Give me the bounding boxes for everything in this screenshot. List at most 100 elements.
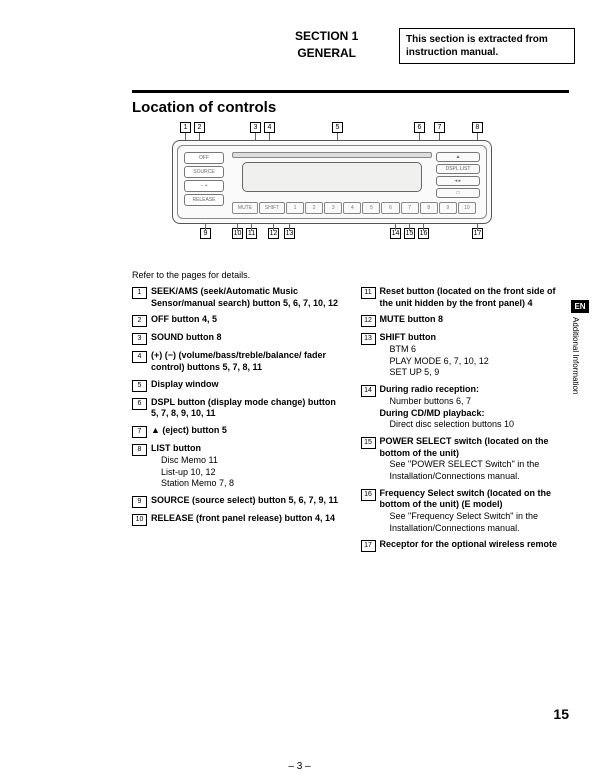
preset-button: 4 bbox=[343, 202, 361, 214]
item-number: 6 bbox=[132, 398, 147, 410]
item-number: 10 bbox=[132, 514, 147, 526]
list-item: 1 SEEK/AMS (seek/Automatic Music Sensor/m… bbox=[132, 286, 341, 309]
list-item: 14During radio reception:Number buttons … bbox=[361, 384, 570, 431]
content: Location of controls 12345678 OFFSOURCE−… bbox=[132, 90, 569, 557]
item-line: SHIFT button bbox=[380, 332, 570, 344]
preset-button: 9 bbox=[439, 202, 457, 214]
callout-3: 3 bbox=[250, 122, 261, 133]
preset-button: 1 bbox=[286, 202, 304, 214]
item-number: 9 bbox=[132, 496, 147, 508]
page-title: Location of controls bbox=[132, 99, 569, 116]
list-item: 3 SOUND button 8 bbox=[132, 332, 341, 345]
list-item: 9 SOURCE (source select) button 5, 6, 7, … bbox=[132, 495, 341, 508]
item-number: 13 bbox=[361, 333, 376, 345]
item-line: Reset button (located on the front side … bbox=[380, 286, 570, 309]
callout-4: 4 bbox=[264, 122, 275, 133]
disc-slot bbox=[232, 152, 432, 158]
item-line: SOUND button 8 bbox=[151, 332, 341, 344]
list-item: 6 DSPL button (display mode change) butto… bbox=[132, 397, 341, 420]
radio-body: OFFSOURCE− +RELEASE ▲DSPL LIST◂ ▸□ MUTES… bbox=[172, 140, 492, 224]
item-subline: List-up 10, 12 bbox=[151, 467, 341, 479]
section-line1: SECTION 1 bbox=[295, 28, 358, 45]
panel-button: RELEASE bbox=[184, 194, 224, 206]
item-text: POWER SELECT switch (located on the bott… bbox=[380, 436, 570, 483]
panel-button: ▲ bbox=[436, 152, 480, 162]
item-subline: BTM 6 bbox=[380, 344, 570, 356]
preset-button: 3 bbox=[324, 202, 342, 214]
control-list: 1 SEEK/AMS (seek/Automatic Music Sensor/m… bbox=[132, 286, 569, 557]
list-item: 11 Reset button (located on the front sid… bbox=[361, 286, 570, 309]
section-line2: GENERAL bbox=[295, 45, 358, 62]
list-item: 7▲ (eject) button 5 bbox=[132, 425, 341, 438]
item-number: 3 bbox=[132, 333, 147, 345]
item-line: (+) (−) (volume/bass/treble/balance/ fad… bbox=[151, 350, 341, 373]
side-tab: EN Additional Information bbox=[571, 300, 589, 427]
item-text: ▲ (eject) button 5 bbox=[151, 425, 341, 438]
item-text: SOUND button 8 bbox=[151, 332, 341, 345]
preset-button: 8 bbox=[420, 202, 438, 214]
leader bbox=[409, 223, 410, 231]
panel-button: SOURCE bbox=[184, 166, 224, 178]
leader bbox=[237, 223, 238, 231]
item-number: 5 bbox=[132, 380, 147, 392]
panel-button: ◂ ▸ bbox=[436, 176, 480, 186]
item-number: 8 bbox=[132, 444, 147, 456]
item-subline: See "POWER SELECT Switch" in the Install… bbox=[380, 459, 570, 482]
side-section-label: Additional Information bbox=[571, 313, 580, 427]
item-number: 16 bbox=[361, 489, 376, 501]
item-line: During radio reception: bbox=[380, 384, 570, 396]
item-text: During radio reception:Number buttons 6,… bbox=[380, 384, 570, 431]
item-text: Frequency Select switch (located on the … bbox=[380, 488, 570, 535]
item-text: SHIFT buttonBTM 6PLAY MODE 6, 7, 10, 12S… bbox=[380, 332, 570, 379]
right-column: 11 Reset button (located on the front sid… bbox=[361, 286, 570, 557]
item-number: 11 bbox=[361, 287, 376, 299]
item-text: SOURCE (source select) button 5, 6, 7, 9… bbox=[151, 495, 341, 508]
item-number: 1 bbox=[132, 287, 147, 299]
list-item: 17Receptor for the optional wireless rem… bbox=[361, 539, 570, 552]
extract-box: This section is extracted from instructi… bbox=[399, 28, 575, 64]
preset-button: 6 bbox=[381, 202, 399, 214]
item-text: OFF button 4, 5 bbox=[151, 314, 341, 327]
leader bbox=[477, 223, 478, 231]
item-text: Display window bbox=[151, 379, 341, 392]
list-item: 8LIST buttonDisc Memo 11List-up 10, 12St… bbox=[132, 443, 341, 490]
item-line: SEEK/AMS (seek/Automatic Music Sensor/ma… bbox=[151, 286, 341, 309]
panel-button: □ bbox=[436, 188, 480, 198]
leader bbox=[289, 223, 290, 231]
small-button: MUTE bbox=[232, 202, 258, 214]
item-line: Frequency Select switch (located on the … bbox=[380, 488, 570, 511]
preset-button: 10 bbox=[458, 202, 476, 214]
callout-1: 1 bbox=[180, 122, 191, 133]
item-number: 12 bbox=[361, 315, 376, 327]
item-subline: SET UP 5, 9 bbox=[380, 367, 570, 379]
list-item: 4 (+) (−) (volume/bass/treble/balance/ fa… bbox=[132, 350, 341, 373]
item-text: Receptor for the optional wireless remot… bbox=[380, 539, 570, 552]
item-line: ▲ (eject) button 5 bbox=[151, 425, 341, 437]
item-line: Receptor for the optional wireless remot… bbox=[380, 539, 570, 551]
page: SECTION 1 GENERAL This section is extrac… bbox=[0, 0, 599, 784]
preset-row: MUTESHIFT12345678910 bbox=[232, 202, 476, 214]
item-line: RELEASE (front panel release) button 4, … bbox=[151, 513, 341, 525]
left-button-panel: OFFSOURCE− +RELEASE bbox=[182, 150, 226, 214]
language-badge: EN bbox=[571, 300, 589, 313]
item-line: LIST button bbox=[151, 443, 341, 455]
item-subline: Direct disc selection buttons 10 bbox=[380, 419, 570, 431]
item-text: (+) (−) (volume/bass/treble/balance/ fad… bbox=[151, 350, 341, 373]
rule bbox=[132, 90, 569, 93]
callout-5: 5 bbox=[332, 122, 343, 133]
item-line: During CD/MD playback: bbox=[380, 408, 570, 420]
item-text: MUTE button 8 bbox=[380, 314, 570, 327]
list-item: 13 SHIFT buttonBTM 6PLAY MODE 6, 7, 10, 1… bbox=[361, 332, 570, 379]
panel-button: − + bbox=[184, 180, 224, 192]
item-subline: Disc Memo 11 bbox=[151, 455, 341, 467]
footer-page: – 3 – bbox=[0, 761, 599, 772]
controls-diagram: 12345678 OFFSOURCE− +RELEASE ▲DSPL LIST◂… bbox=[172, 122, 492, 242]
section-heading: SECTION 1 GENERAL bbox=[295, 28, 358, 62]
item-number: 15 bbox=[361, 437, 376, 449]
list-item: 10 RELEASE (front panel release) button 4… bbox=[132, 513, 341, 526]
callout-2: 2 bbox=[194, 122, 205, 133]
item-number: 4 bbox=[132, 351, 147, 363]
leader bbox=[205, 223, 206, 231]
list-item: 12 MUTE button 8 bbox=[361, 314, 570, 327]
item-line: DSPL button (display mode change) button… bbox=[151, 397, 341, 420]
